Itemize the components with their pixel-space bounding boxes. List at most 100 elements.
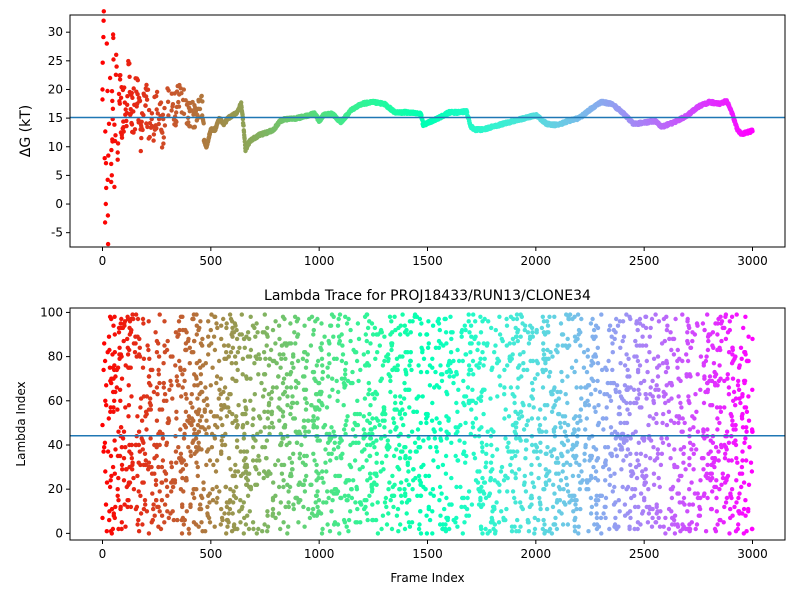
delta-g-point (101, 18, 106, 23)
lambda-point (558, 389, 563, 395)
lambda-point (318, 345, 323, 350)
lambda-point (418, 480, 423, 485)
lambda-point (408, 350, 413, 355)
lambda-point (502, 416, 507, 421)
lambda-point (659, 436, 664, 441)
lambda-point (532, 376, 538, 381)
lambda-point (530, 480, 535, 485)
delta-g-point (125, 102, 130, 108)
lambda-point (535, 456, 540, 461)
lambda-point (287, 440, 292, 445)
lambda-point (262, 425, 267, 430)
lambda-point (116, 475, 121, 481)
lambda-point (335, 522, 341, 527)
lambda-point (746, 482, 752, 487)
lambda-point (691, 467, 696, 472)
lambda-point (529, 442, 535, 448)
lambda-point (554, 526, 560, 532)
lambda-point (717, 487, 722, 492)
lambda-point (584, 369, 590, 375)
lambda-point (117, 453, 123, 459)
lambda-point (323, 447, 328, 452)
lambda-point (233, 495, 239, 501)
lambda-point (463, 420, 468, 426)
lambda-point (560, 378, 565, 384)
lambda-point (180, 475, 185, 481)
lambda-point (576, 327, 582, 333)
lambda-point (273, 462, 278, 468)
lambda-point (157, 380, 162, 386)
lambda-point (544, 429, 549, 434)
lambda-point (198, 319, 203, 324)
lambda-point (558, 425, 563, 430)
lambda-point (291, 451, 296, 456)
lambda-point (280, 380, 286, 386)
lambda-point (618, 345, 623, 350)
lambda-point (145, 343, 150, 348)
lambda-point (575, 312, 581, 317)
lambda-point (538, 449, 543, 454)
lambda-point (620, 484, 625, 490)
lambda-point (690, 502, 696, 507)
lambda-point (628, 400, 633, 406)
lambda-point (695, 323, 700, 328)
lambda-point (651, 416, 656, 421)
lambda-point (476, 365, 481, 370)
lambda-point (746, 506, 751, 512)
lambda-point (545, 323, 551, 328)
lambda-point (160, 436, 166, 441)
lambda-point (481, 411, 486, 417)
lambda-point (288, 385, 294, 390)
lambda-point (481, 341, 486, 346)
lambda-point (303, 407, 309, 412)
lambda-point (647, 436, 652, 441)
lambda-point (116, 330, 122, 335)
lambda-point (558, 321, 564, 326)
lambda-point (119, 520, 125, 525)
lambda-point (444, 414, 449, 419)
lambda-point (271, 425, 276, 430)
lambda-point (466, 372, 471, 377)
lambda-point (660, 440, 666, 445)
lambda-point (239, 332, 244, 337)
lambda-point (102, 440, 108, 445)
lambda-point (265, 409, 271, 414)
lambda-point (523, 456, 528, 461)
lambda-point (250, 458, 256, 463)
lambda-point (382, 334, 387, 339)
lambda-point (505, 363, 510, 368)
lambda-point (250, 520, 256, 525)
lambda-point (159, 464, 165, 470)
lambda-point (680, 416, 685, 421)
lambda-point (171, 517, 176, 523)
lambda-point (303, 365, 309, 370)
lambda-point (355, 411, 360, 417)
lambda-point (584, 416, 589, 421)
lambda-point (635, 458, 640, 463)
lambda-point (416, 526, 422, 532)
lambda-point (594, 515, 600, 521)
lambda-point (650, 378, 655, 384)
lambda-point (204, 418, 209, 423)
lambda-point (455, 347, 460, 353)
lambda-point (448, 350, 454, 355)
lambda-point (129, 327, 134, 333)
lambda-point (353, 440, 359, 445)
lambda-point (310, 506, 316, 512)
lambda-point (595, 378, 600, 384)
lambda-point (320, 526, 325, 532)
lambda-point (541, 347, 546, 353)
lambda-point (214, 380, 219, 386)
lambda-point (224, 321, 229, 326)
lambda-point (739, 416, 745, 421)
lambda-point (382, 500, 388, 505)
lambda-point (680, 429, 685, 434)
lambda-point (324, 405, 330, 410)
delta-g-point (154, 126, 159, 131)
lambda-point (186, 445, 191, 450)
lambda-point (490, 467, 495, 472)
lambda-point (153, 482, 159, 487)
delta-g-point (109, 147, 114, 153)
lambda-point (256, 372, 261, 377)
lambda-point (578, 343, 583, 348)
